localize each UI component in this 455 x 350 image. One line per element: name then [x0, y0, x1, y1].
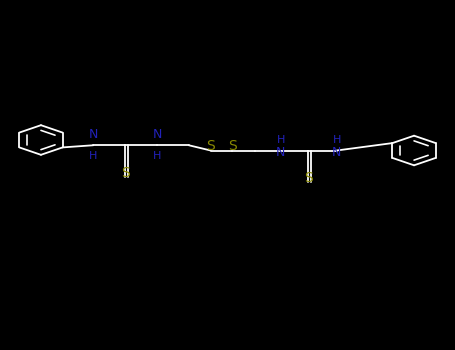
Text: H: H	[277, 135, 285, 145]
Text: N: N	[89, 128, 98, 141]
Text: H: H	[89, 151, 97, 161]
Text: S: S	[121, 166, 130, 180]
Text: S: S	[228, 139, 237, 153]
Text: N: N	[276, 146, 285, 159]
Text: S: S	[206, 139, 215, 153]
Text: H: H	[153, 151, 161, 161]
Text: S: S	[304, 171, 313, 185]
Text: H: H	[333, 135, 341, 145]
Text: N: N	[332, 146, 341, 159]
Text: N: N	[152, 128, 162, 141]
